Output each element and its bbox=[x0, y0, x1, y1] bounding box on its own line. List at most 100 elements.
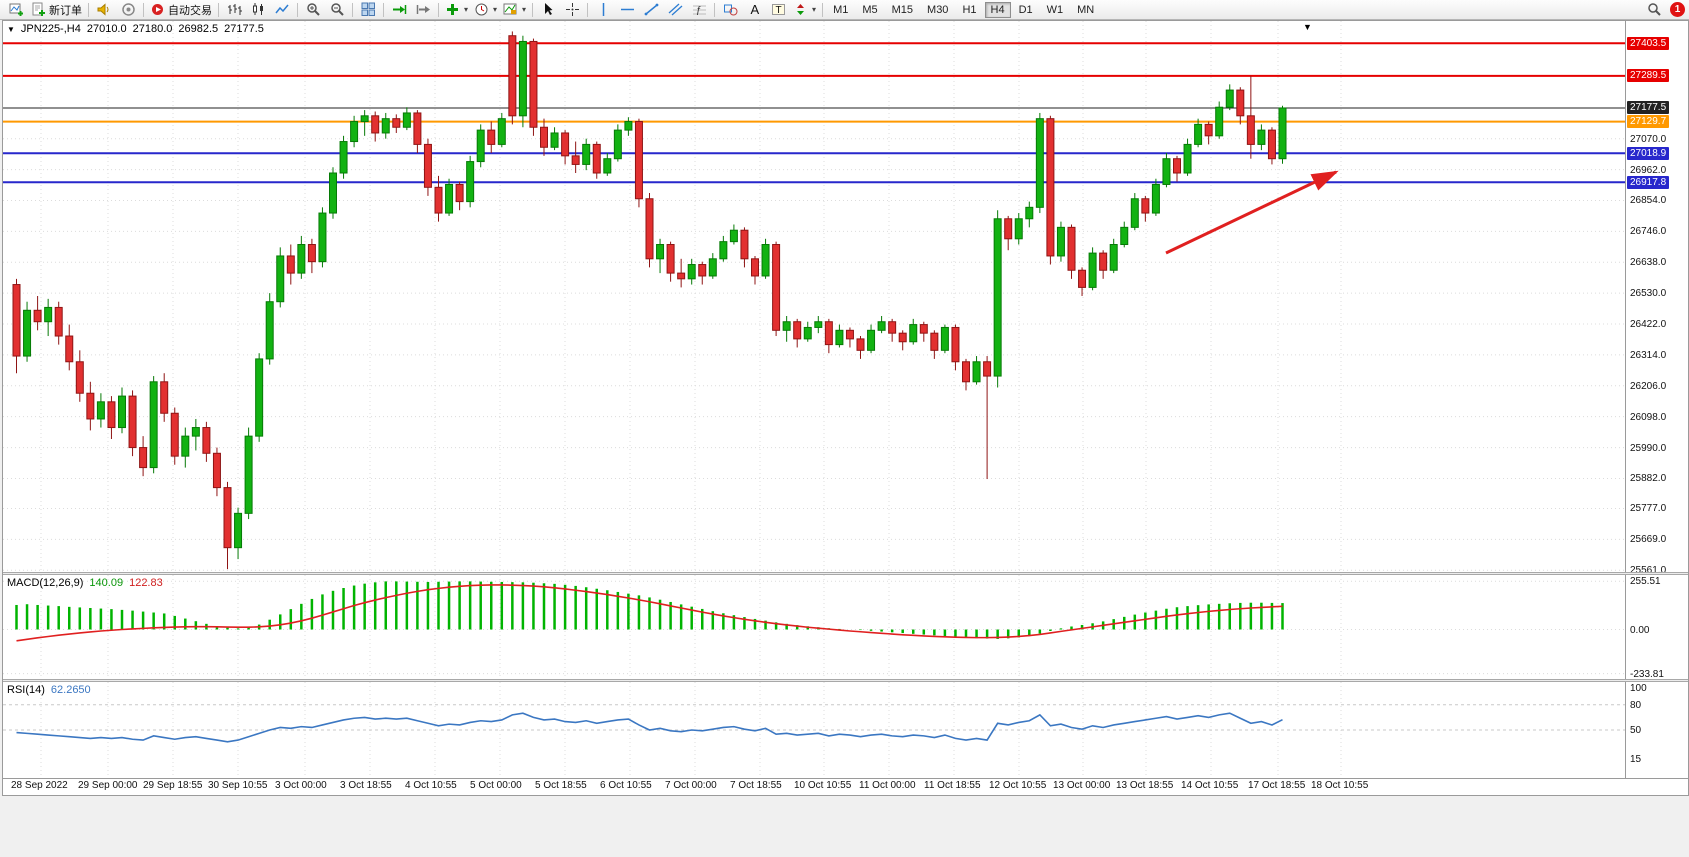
timeframe-m15[interactable]: M15 bbox=[886, 2, 919, 18]
timeframe-h1[interactable]: H1 bbox=[956, 2, 982, 18]
candle bbox=[1067, 226, 1076, 271]
scroll-to-end-icon[interactable]: ▼ bbox=[1303, 22, 1312, 32]
candle bbox=[983, 361, 992, 377]
zoom-out-button[interactable] bbox=[325, 0, 349, 20]
vertical-line-tool-button[interactable] bbox=[591, 0, 615, 20]
price-axis[interactable]: 27070.0 26962.0 26854.0 26746.0 26638.0 26530… bbox=[1626, 21, 1688, 778]
notification-badge[interactable]: 1 bbox=[1670, 2, 1685, 17]
text-label-icon: T bbox=[771, 2, 786, 17]
timeframe-m30[interactable]: M30 bbox=[921, 2, 954, 18]
candle bbox=[371, 115, 380, 134]
rsi-plot bbox=[3, 682, 1625, 778]
symbol-label: JPN225-,H4 bbox=[20, 23, 81, 35]
timeframe-m5[interactable]: M5 bbox=[856, 2, 883, 18]
candle bbox=[719, 241, 728, 260]
autotrading-icon bbox=[150, 2, 165, 17]
candle bbox=[919, 324, 928, 334]
candle bbox=[803, 326, 812, 340]
candle bbox=[381, 118, 390, 134]
candle bbox=[772, 244, 781, 331]
candle bbox=[1141, 198, 1150, 214]
vertical-line-icon bbox=[596, 2, 611, 17]
timeframe-mn[interactable]: MN bbox=[1071, 2, 1100, 18]
crosshair-icon bbox=[565, 2, 580, 17]
candle bbox=[751, 258, 759, 277]
candle bbox=[1004, 218, 1013, 240]
candle bbox=[255, 358, 264, 437]
new-order-button[interactable]: 新订单 bbox=[28, 0, 85, 20]
candle bbox=[329, 172, 337, 214]
price-tick-label: 26422.0 bbox=[1630, 319, 1667, 331]
timeframe-d1[interactable]: D1 bbox=[1013, 2, 1039, 18]
cursor-tool-button[interactable] bbox=[536, 0, 560, 20]
tile-windows-button[interactable] bbox=[356, 0, 380, 20]
new-chart-icon bbox=[9, 2, 24, 17]
templates-button[interactable]: ▾ bbox=[500, 0, 529, 20]
time-axis[interactable]: 28 Sep 2022 29 Sep 00:00 29 Sep 18:55 30 Se… bbox=[3, 778, 1688, 795]
price-tick-label: 26206.0 bbox=[1630, 380, 1667, 392]
panel-splitter[interactable] bbox=[3, 572, 1688, 575]
candle bbox=[698, 264, 707, 277]
candle bbox=[740, 229, 749, 260]
candlestick-chart-button[interactable] bbox=[246, 0, 270, 20]
trendline-tool-button[interactable] bbox=[639, 0, 663, 20]
candle bbox=[23, 309, 32, 357]
candle bbox=[212, 452, 221, 489]
svg-text:T: T bbox=[775, 5, 781, 16]
autotrading-button[interactable]: 自动交易 bbox=[147, 0, 215, 20]
candle bbox=[677, 272, 686, 280]
candle bbox=[350, 121, 359, 143]
candle bbox=[1120, 226, 1129, 246]
candle bbox=[1267, 129, 1276, 160]
timeframe-w1[interactable]: W1 bbox=[1041, 2, 1070, 18]
periods-button[interactable]: ▾ bbox=[471, 0, 500, 20]
candle bbox=[951, 326, 960, 363]
candle bbox=[170, 412, 179, 457]
line-chart-button[interactable] bbox=[270, 0, 294, 20]
price-tick-label: 25777.0 bbox=[1630, 503, 1667, 515]
panel-splitter[interactable] bbox=[3, 679, 1688, 682]
candle bbox=[181, 435, 190, 457]
candle bbox=[234, 512, 243, 549]
arrows-tool-button[interactable]: ▾ bbox=[790, 0, 819, 20]
candle bbox=[962, 361, 970, 383]
candle bbox=[1162, 158, 1171, 185]
zoom-in-button[interactable] bbox=[301, 0, 325, 20]
chart-shift-button[interactable] bbox=[411, 0, 435, 20]
timeframe-m1[interactable]: M1 bbox=[827, 2, 854, 18]
trend-arrow[interactable] bbox=[1165, 170, 1339, 255]
alert-button[interactable] bbox=[92, 0, 116, 20]
indicators-button[interactable]: ▾ bbox=[442, 0, 471, 20]
candle bbox=[44, 306, 53, 323]
toolbar-divider bbox=[88, 2, 89, 17]
auto-scroll-button[interactable] bbox=[387, 0, 411, 20]
symbol-dropdown-icon[interactable]: ▼ bbox=[7, 24, 15, 34]
toolbar-divider bbox=[143, 2, 144, 17]
crosshair-tool-button[interactable] bbox=[560, 0, 584, 20]
svg-text:A: A bbox=[750, 2, 759, 17]
fibonacci-tool-button[interactable]: ƒ bbox=[687, 0, 711, 20]
macd-scale-label: 255.51 bbox=[1630, 576, 1661, 588]
bar-chart-button[interactable] bbox=[222, 0, 246, 20]
timeframe-h4[interactable]: H4 bbox=[984, 1, 1011, 18]
main-chart-plot[interactable] bbox=[3, 21, 1625, 572]
candle bbox=[729, 229, 738, 243]
channel-tool-button[interactable] bbox=[663, 0, 687, 20]
new-chart-button[interactable] bbox=[4, 0, 28, 20]
candle bbox=[1151, 183, 1160, 214]
candle bbox=[307, 244, 316, 263]
candle bbox=[624, 121, 633, 131]
community-button[interactable] bbox=[116, 0, 140, 20]
candle bbox=[1099, 252, 1108, 271]
text-label-tool-button[interactable]: T bbox=[766, 0, 790, 20]
horizontal-line-tool-button[interactable] bbox=[615, 0, 639, 20]
candle bbox=[65, 335, 74, 363]
candle bbox=[1078, 269, 1087, 288]
ohlc-open: 27010.0 bbox=[86, 23, 127, 35]
candle bbox=[1225, 89, 1234, 108]
shapes-tool-button[interactable] bbox=[718, 0, 742, 20]
chart-title: ▼ JPN225-,H4 27010.0 27180.0 26982.5 271… bbox=[7, 23, 264, 35]
text-tool-button[interactable]: A bbox=[742, 0, 766, 20]
search-button[interactable] bbox=[1642, 0, 1666, 20]
